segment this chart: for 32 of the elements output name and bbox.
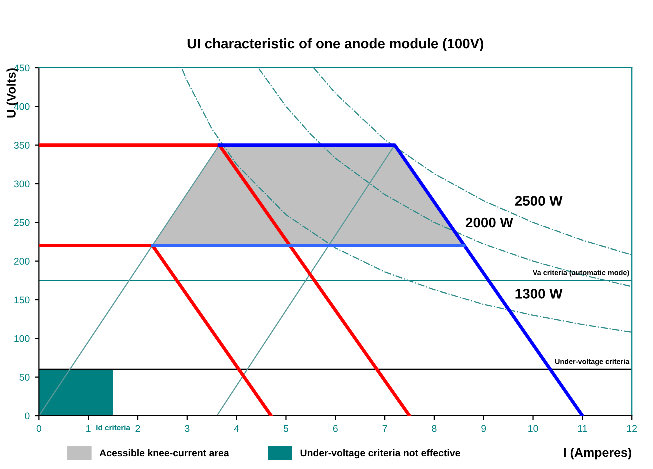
y-tick-label: 300: [14, 180, 30, 188]
y-tick-label: 100: [14, 335, 30, 342]
y-tick-label: 350: [14, 142, 30, 149]
y-tick-label: 150: [14, 296, 30, 304]
x-tick-label: 6: [333, 425, 338, 432]
line-series: [258, 68, 632, 288]
x-tick-label: 3: [185, 425, 190, 432]
x-tick-label: 7: [382, 425, 388, 432]
chart-title: UI characteristic of one anode module (100V): [188, 38, 484, 52]
y-tick-label: 250: [14, 219, 30, 226]
x-tick-label: 11: [578, 425, 588, 432]
y-tick-label: 0: [25, 412, 30, 420]
legend-label: Acessible knee-current area: [100, 449, 230, 457]
annotation: 1300 W: [516, 289, 563, 299]
y-tick-label: 200: [14, 258, 30, 265]
x-tick-label: 8: [432, 425, 437, 432]
x-tick-label: 2: [136, 425, 140, 432]
annotation: 2000 W: [466, 218, 514, 228]
x-tick-label: 1: [86, 425, 91, 432]
y-tick-label: 400: [14, 103, 30, 110]
x-tick-label: 0: [36, 425, 42, 432]
x-tick-label: 4: [234, 425, 240, 432]
x-tick-label: 9: [482, 425, 486, 432]
x-axis-title: I (Amperes): [564, 448, 632, 460]
line-series: [313, 68, 632, 256]
annotation: 2500 W: [515, 196, 563, 206]
line-series: [182, 68, 632, 334]
x-tick-label: 5: [284, 425, 289, 432]
x-tick-label: 10: [528, 425, 538, 432]
y-tick-label: 50: [20, 374, 30, 381]
x-tick-label: 12: [627, 425, 638, 432]
legend-label: Under-voltage criteria not effective: [300, 449, 460, 459]
